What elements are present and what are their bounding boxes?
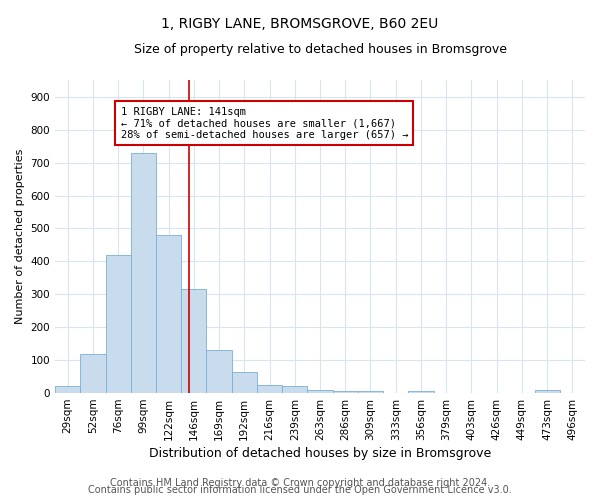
Bar [55,386,80,393]
Bar [332,392,358,393]
X-axis label: Distribution of detached houses by size in Bromsgrove: Distribution of detached houses by size … [149,447,491,460]
Title: Size of property relative to detached houses in Bromsgrove: Size of property relative to detached ho… [134,42,506,56]
Bar [409,392,434,393]
Bar [181,290,206,393]
Bar [232,372,257,393]
Bar [206,350,232,393]
Y-axis label: Number of detached properties: Number of detached properties [15,149,25,324]
Text: 1 RIGBY LANE: 141sqm
← 71% of detached houses are smaller (1,667)
28% of semi-de: 1 RIGBY LANE: 141sqm ← 71% of detached h… [121,106,408,140]
Bar [131,152,156,393]
Text: 1, RIGBY LANE, BROMSGROVE, B60 2EU: 1, RIGBY LANE, BROMSGROVE, B60 2EU [161,18,439,32]
Bar [106,255,131,393]
Bar [282,386,307,393]
Bar [307,390,332,393]
Text: Contains public sector information licensed under the Open Government Licence v3: Contains public sector information licen… [88,485,512,495]
Bar [358,392,383,393]
Bar [257,385,282,393]
Bar [535,390,560,393]
Text: Contains HM Land Registry data © Crown copyright and database right 2024.: Contains HM Land Registry data © Crown c… [110,478,490,488]
Bar [156,235,181,393]
Bar [80,354,106,393]
